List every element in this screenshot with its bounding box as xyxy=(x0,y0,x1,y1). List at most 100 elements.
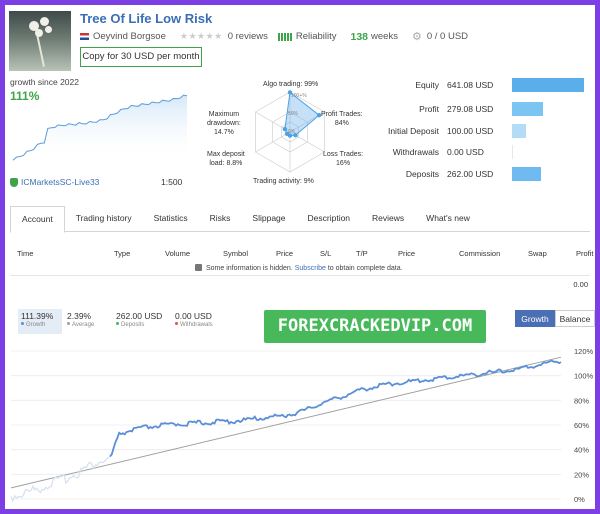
radar-label-algo: Algo trading: 99% xyxy=(263,81,319,88)
radar-point xyxy=(316,113,322,118)
stat-label: Equity xyxy=(415,80,439,90)
stat-bar xyxy=(512,102,544,116)
author-name[interactable]: Oeyvind Borgsoe xyxy=(93,31,166,42)
stat-row-withdrawals: Withdrawals 0.00 USD xyxy=(375,145,590,163)
leverage-value: 1:500 xyxy=(161,177,183,187)
radar-label-loss: Loss Trades: 16% xyxy=(323,151,364,167)
summary-label-row: Withdrawals xyxy=(175,321,213,329)
summary-label-row: Average xyxy=(67,321,94,329)
y-tick-label: 80% xyxy=(574,396,589,405)
radar-point xyxy=(287,90,293,95)
y-tick-label: 100% xyxy=(574,372,594,381)
reviews-count[interactable]: 0 reviews xyxy=(227,31,268,42)
signal-avatar xyxy=(9,11,71,71)
stat-bar xyxy=(512,124,526,138)
broker-server[interactable]: ICMarketsSC-Live33 xyxy=(10,177,99,187)
tab-statistics[interactable]: Statistics xyxy=(153,213,188,223)
broker-name[interactable]: ICMarketsSC-Live33 xyxy=(21,177,100,187)
growth-series-early xyxy=(10,432,120,503)
growth-chart: 120% 100% 80% 60% 40% 20% 0% xyxy=(10,347,594,504)
column-header[interactable]: Price xyxy=(276,249,294,258)
ring-label-100: 100+% xyxy=(291,93,307,99)
legend-growth-highlight xyxy=(18,309,62,334)
y-tick-label: 40% xyxy=(574,446,589,455)
radar-label-deposit-load: Max deposit load: 8.8% xyxy=(207,151,245,167)
summary-growth[interactable]: 111.39% Growth xyxy=(21,311,54,329)
page-frame: Tree Of Life Low Risk Oeyvind Borgsoe ★★… xyxy=(5,5,595,509)
column-header[interactable]: Symbol xyxy=(223,249,249,258)
copies-value: 0 / 0 USD xyxy=(426,31,469,42)
stat-label: Initial Deposit xyxy=(387,126,439,136)
tab-account[interactable]: Account xyxy=(10,206,65,233)
stat-bar xyxy=(512,167,542,181)
radar-label-activity: Trading activity: 9% xyxy=(253,178,314,185)
stat-label: Deposits xyxy=(405,169,439,179)
balance-toggle-button[interactable]: Balance xyxy=(555,310,595,327)
copy-button[interactable]: Copy for 30 USD per month xyxy=(80,47,202,67)
summary-value: 111.39% xyxy=(21,311,54,321)
y-tick-label: 120% xyxy=(574,347,594,356)
tab-what-s-new[interactable]: What's new xyxy=(426,213,470,223)
info-icon xyxy=(195,264,202,271)
summary-value: 0.00 USD xyxy=(175,311,212,321)
column-header[interactable]: Commission xyxy=(459,249,501,258)
summary-average[interactable]: 2.39% Average xyxy=(67,311,94,329)
radar-label-profit: Profit Trades: 84% xyxy=(321,111,363,127)
growth-mini-chart xyxy=(12,94,187,161)
ring-label-0: 0% xyxy=(288,129,296,135)
stat-row-equity: Equity 641.08 USD xyxy=(375,78,590,96)
history-table-header: Time Type Volume Symbol Price S/L T/P Price Comm… xyxy=(10,249,594,261)
hidden-info-note: Some information is hidden. Subscribe to… xyxy=(195,264,403,272)
rating-stars-icon: ★★★★★ xyxy=(179,31,223,41)
stat-row-initial-deposit: Initial Deposit 100.00 USD xyxy=(375,124,590,142)
column-header[interactable]: Type xyxy=(114,249,131,258)
column-header[interactable]: T/P xyxy=(356,249,368,258)
summary-label: Growth xyxy=(26,321,46,328)
column-header[interactable]: Price xyxy=(398,249,416,258)
y-tick-label: 20% xyxy=(574,470,589,479)
table-total: 0.00 xyxy=(573,280,588,289)
shield-icon xyxy=(10,177,18,187)
stat-bar xyxy=(512,78,584,92)
radar-point xyxy=(293,133,298,138)
summary-label-row: Deposits xyxy=(116,321,162,329)
y-tick-label: 0% xyxy=(574,495,585,504)
stat-row-deposits: Deposits 262.00 USD xyxy=(375,167,590,185)
summary-withdrawals[interactable]: 0.00 USD Withdrawals xyxy=(175,311,213,329)
tab-risks[interactable]: Risks xyxy=(209,213,231,223)
hidden-suffix: to obtain complete data. xyxy=(327,265,403,272)
growth-series-line xyxy=(109,359,562,458)
summary-value: 262.00 USD xyxy=(116,311,163,321)
hidden-prefix: Some information is hidden. xyxy=(206,265,293,272)
watermark-banner: FOREXCRACKEDVIP.COM xyxy=(264,310,486,343)
stat-value: 0.00 USD xyxy=(447,147,484,157)
ring-label-50: 50% xyxy=(288,111,299,117)
weeks-label: weeks xyxy=(371,31,398,42)
stat-value: 100.00 USD xyxy=(447,126,494,136)
column-header[interactable]: Time xyxy=(17,249,34,258)
tab-trading-history[interactable]: Trading history xyxy=(75,213,132,223)
column-header[interactable]: Volume xyxy=(165,249,191,258)
legend-dot-icon xyxy=(175,321,178,325)
trend-line xyxy=(10,356,562,489)
radar-point xyxy=(282,126,288,132)
tab-bar: Account Trading history Statistics Risks Sli… xyxy=(10,206,590,233)
signal-title[interactable]: Tree Of Life Low Risk xyxy=(80,11,213,26)
growth-value: 111% xyxy=(10,89,40,103)
subscribe-link[interactable]: Subscribe xyxy=(294,265,326,272)
tab-description[interactable]: Description xyxy=(307,213,351,223)
legend-dot-icon xyxy=(67,321,70,325)
growth-toggle-button[interactable]: Growth xyxy=(515,310,555,327)
summary-deposits[interactable]: 262.00 USD Deposits xyxy=(116,311,163,329)
tab-slippage[interactable]: Slippage xyxy=(252,213,286,223)
weeks-value: 138 xyxy=(350,30,369,43)
stat-value: 279.08 USD xyxy=(447,104,494,114)
tab-reviews[interactable]: Reviews xyxy=(372,213,405,223)
signal-meta: Oeyvind Borgsoe ★★★★★ 0 reviews Reliabil… xyxy=(80,30,468,43)
stat-label: Profit xyxy=(419,104,439,114)
column-header[interactable]: S/L xyxy=(320,249,332,258)
stat-bar xyxy=(512,145,513,159)
column-header[interactable]: Profit xyxy=(576,249,594,258)
reliability-label: Reliability xyxy=(295,31,337,42)
column-header[interactable]: Swap xyxy=(528,249,547,258)
